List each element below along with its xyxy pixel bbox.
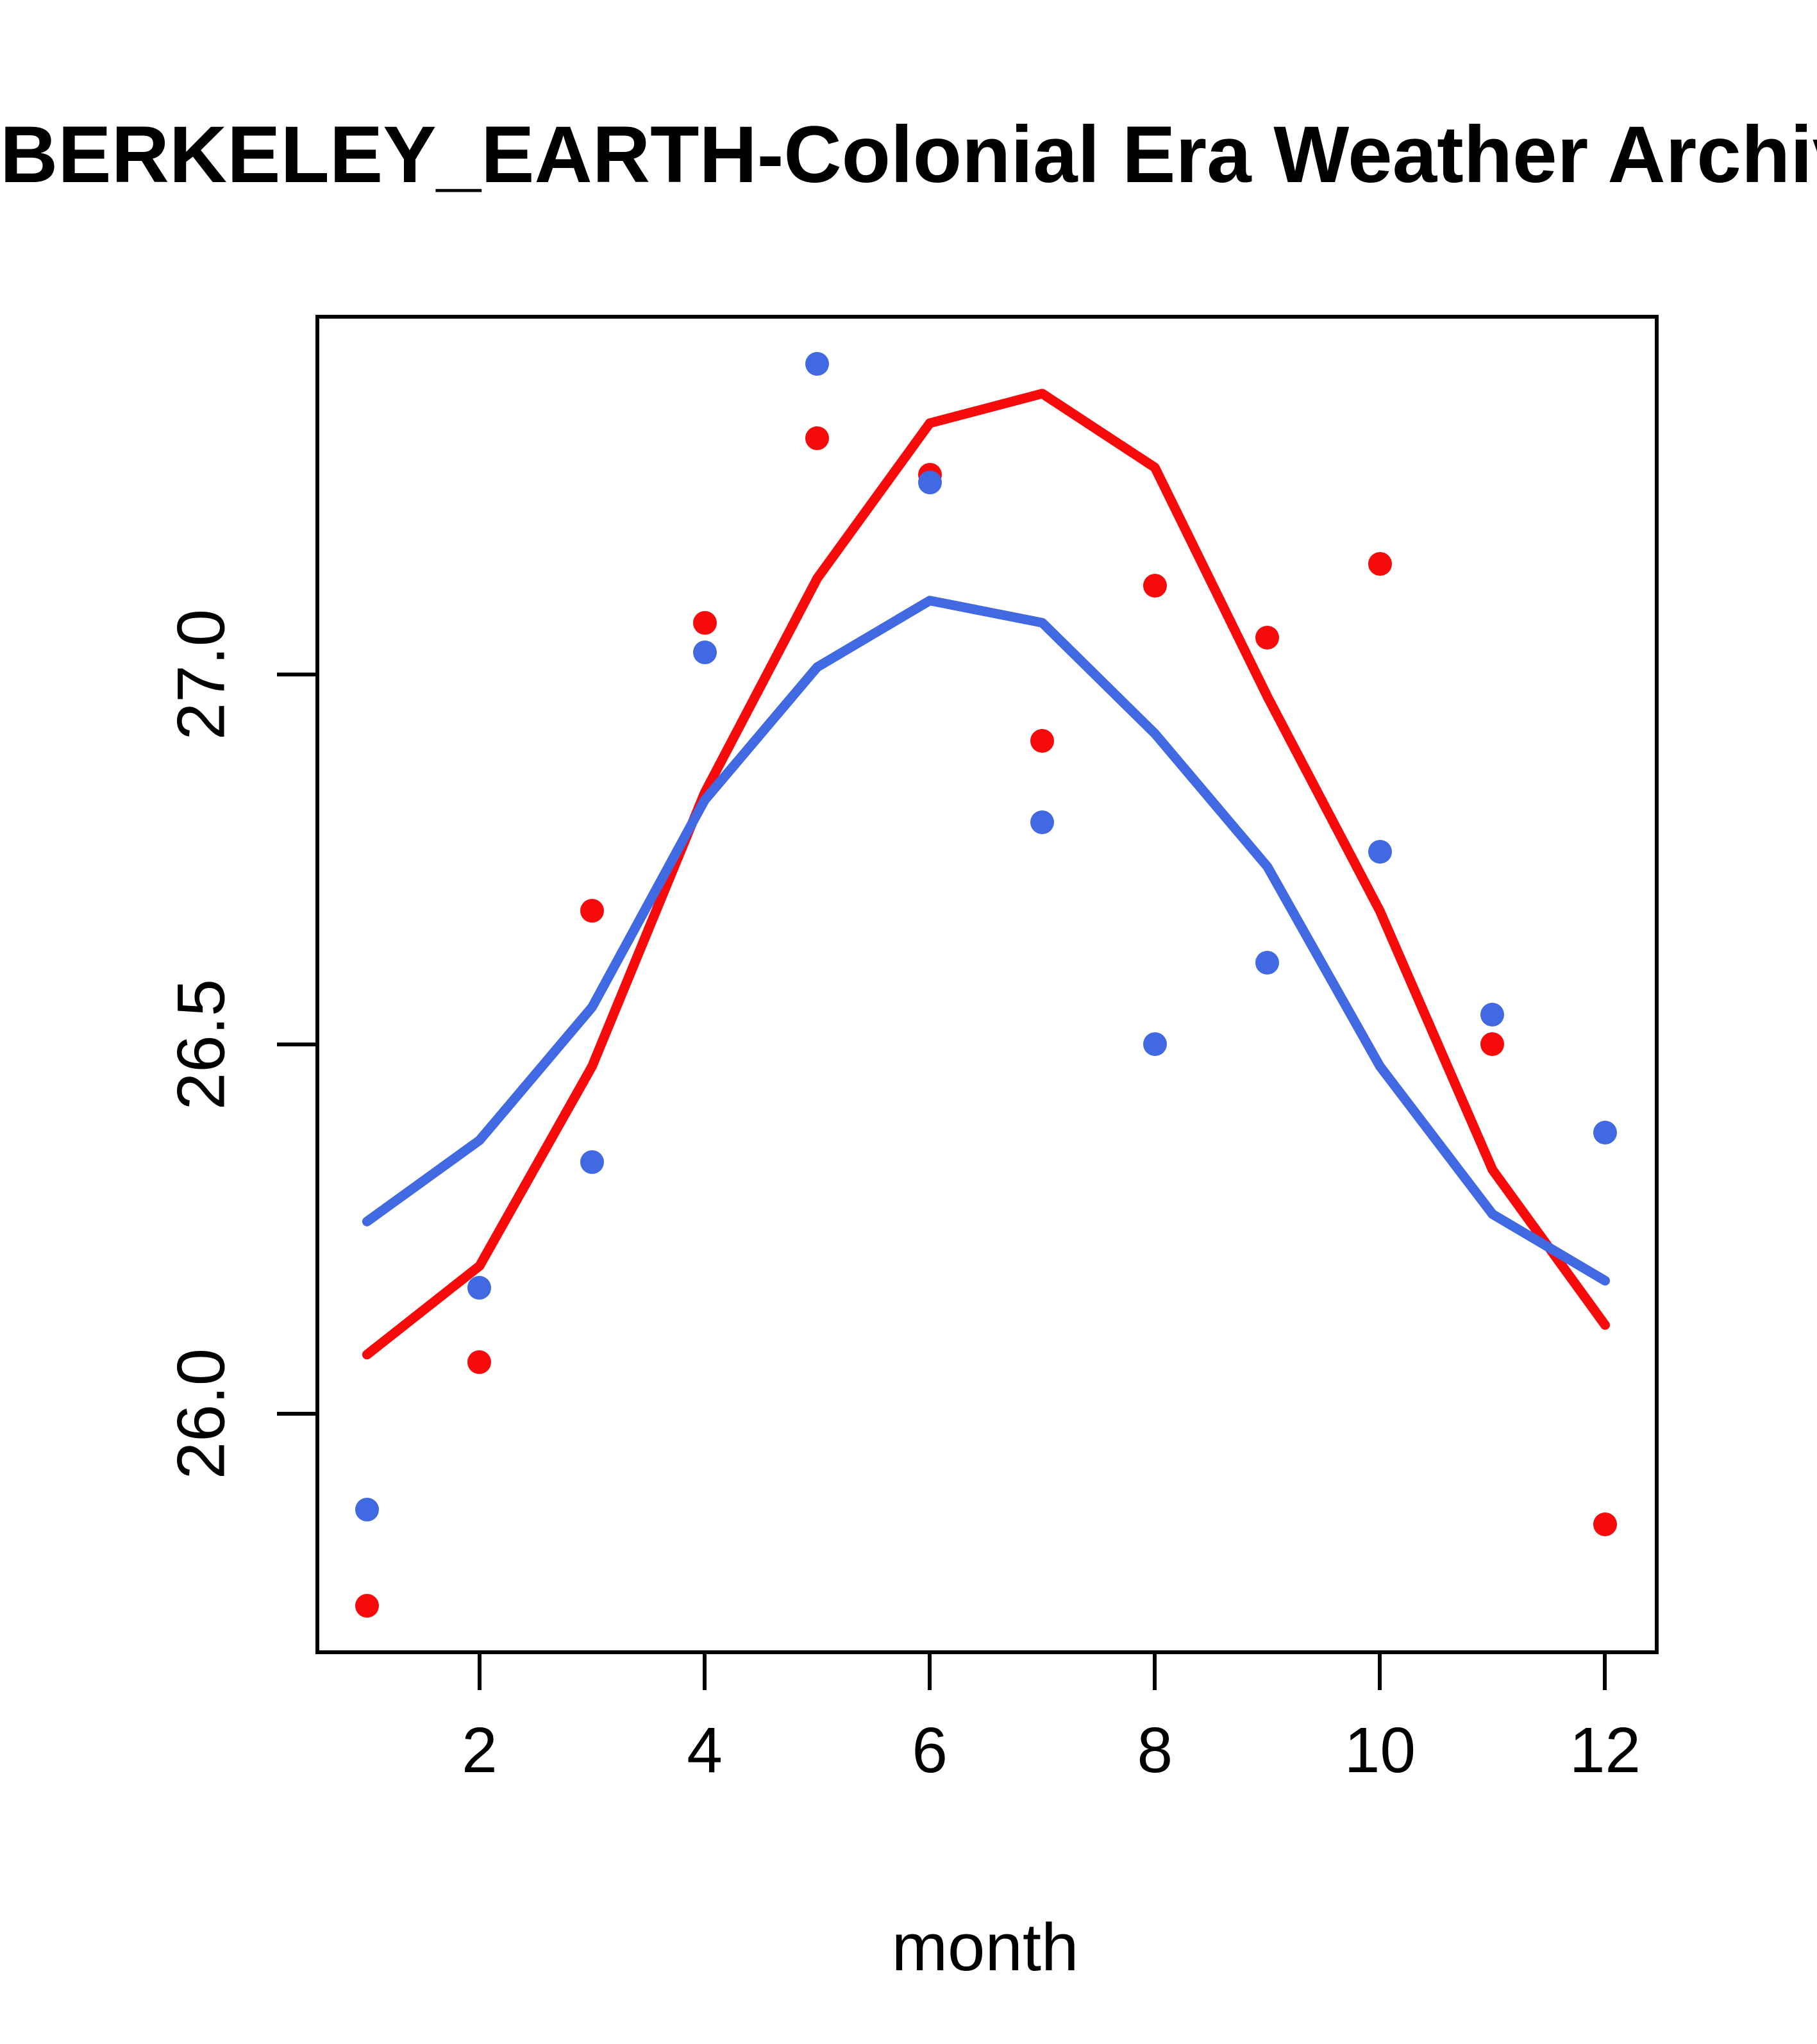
x-axis-title: month [891, 1910, 1079, 1985]
y-axis-tick-label-27.0: 27.0 [163, 608, 239, 741]
y-axis-tick-27.0 [277, 673, 315, 676]
red-point-month-10 [1368, 551, 1392, 576]
red-point-month-12 [1593, 1512, 1617, 1537]
red-point-month-8 [1143, 574, 1167, 598]
red-point-month-9 [1255, 625, 1280, 649]
blue-point-month-2 [467, 1276, 492, 1300]
blue-point-month-3 [580, 1150, 604, 1175]
x-axis-tick-6 [928, 1650, 932, 1690]
x-axis-tick-label-6: 6 [912, 1714, 948, 1786]
red-point-month-4 [692, 610, 717, 635]
red-point-month-5 [805, 426, 830, 450]
chart-title: BERKELEY_EARTH-Colonial Era Weather Arch… [0, 110, 1817, 199]
y-axis-tick-label-26.0: 26.0 [163, 1348, 239, 1480]
x-axis-tick-8 [1153, 1650, 1157, 1690]
x-axis-tick-label-8: 8 [1137, 1714, 1173, 1786]
x-axis-tick-10 [1378, 1650, 1382, 1690]
red-point-month-3 [580, 899, 604, 923]
y-axis-tick-label-26.5: 26.5 [163, 978, 239, 1110]
blue-point-month-6 [917, 470, 942, 494]
red-point-month-11 [1480, 1032, 1505, 1056]
x-axis-tick-12 [1603, 1650, 1607, 1690]
blue-point-month-7 [1030, 810, 1055, 835]
blue-point-month-1 [355, 1498, 379, 1522]
blue-point-month-11 [1480, 1002, 1505, 1026]
y-axis-tick-26.5 [277, 1042, 315, 1046]
x-axis-tick-label-4: 4 [687, 1714, 723, 1786]
red-point-month-2 [467, 1350, 492, 1374]
x-axis-tick-label-2: 2 [462, 1714, 498, 1786]
blue-smoothed-line [362, 596, 1610, 1286]
x-axis-tick-label-10: 10 [1344, 1714, 1416, 1786]
blue-point-month-5 [805, 352, 830, 376]
x-axis-tick-label-12: 12 [1569, 1714, 1641, 1786]
x-axis-tick-2 [477, 1650, 481, 1690]
blue-point-month-10 [1368, 840, 1392, 864]
blue-point-month-12 [1593, 1121, 1617, 1145]
x-axis-tick-4 [703, 1650, 707, 1690]
y-axis-tick-26.0 [277, 1412, 315, 1416]
red-point-month-1 [355, 1594, 379, 1618]
blue-point-month-8 [1143, 1032, 1167, 1056]
red-point-month-7 [1030, 729, 1055, 753]
blue-point-month-9 [1255, 951, 1280, 975]
plot-area-border [315, 315, 1659, 1654]
red-smoothed-line [362, 389, 1610, 1360]
blue-point-month-4 [692, 640, 717, 664]
